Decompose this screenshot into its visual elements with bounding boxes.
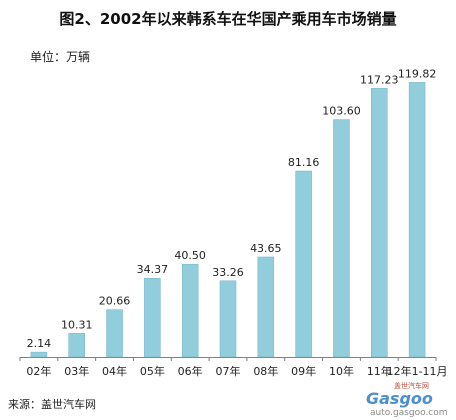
- watermark-url: auto.gasgoo.com: [370, 408, 448, 418]
- watermark-logo: 盖世汽车网 Gasgoo auto.gasgoo.com: [366, 381, 448, 418]
- data-label: 10.31: [61, 318, 93, 331]
- bar: [219, 280, 237, 358]
- data-label: 81.16: [288, 156, 320, 169]
- x-tick-label: 08年: [253, 364, 278, 378]
- bar: [68, 333, 85, 358]
- data-label: 34.37: [137, 263, 169, 276]
- x-tick-label: 06年: [178, 364, 203, 378]
- data-label: 103.60: [322, 105, 361, 118]
- bar: [181, 263, 199, 358]
- bar: [257, 256, 275, 358]
- x-tick-label: 04年: [102, 364, 127, 378]
- bar: [106, 309, 123, 358]
- data-label: 119.82: [398, 67, 437, 80]
- x-tick-label: 09年: [291, 364, 316, 378]
- unit-label: 单位：万辆: [30, 50, 91, 64]
- data-label: 43.65: [250, 242, 282, 255]
- source-note: 来源：盖世汽车网: [8, 398, 96, 411]
- data-label: 2.14: [27, 337, 52, 350]
- bar: [144, 277, 161, 358]
- bar: [295, 170, 312, 358]
- bar: [30, 351, 48, 358]
- chart-title: 图2、2002年以来韩系车在华国产乘用车市场销量: [59, 10, 397, 28]
- x-tick-label: 03年: [64, 364, 89, 378]
- x-tick-label: 02年: [26, 364, 51, 378]
- x-tick-label: 07年: [216, 364, 241, 378]
- x-tick-label: 10年: [329, 364, 354, 378]
- data-label: 40.50: [174, 249, 206, 262]
- x-tick-label: 05年: [140, 364, 165, 378]
- x-tick-label: 11年: [367, 364, 392, 378]
- data-label: 20.66: [99, 295, 131, 308]
- watermark-chinese: 盖世汽车网: [394, 381, 429, 390]
- data-label: 33.26: [212, 266, 244, 279]
- bar: [333, 119, 350, 358]
- bar: [371, 88, 388, 358]
- bar: [408, 82, 426, 358]
- watermark-brand: Gasgoo: [366, 389, 433, 408]
- x-tick-label: 12年1-11月: [387, 364, 448, 378]
- data-label: 117.23: [360, 73, 399, 86]
